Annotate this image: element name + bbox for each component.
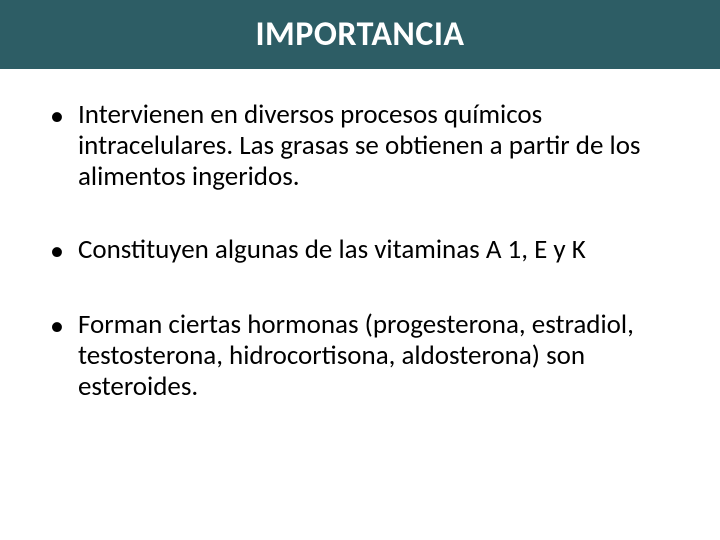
bullet-text: Constituyen algunas de las vitaminas A 1…: [78, 234, 670, 265]
bullet-text: Intervienen en diversos procesos químico…: [78, 99, 670, 192]
bullet-marker: •: [50, 235, 64, 267]
bullet-marker: •: [50, 100, 64, 132]
bullet-item: • Intervienen en diversos procesos quími…: [50, 99, 670, 192]
slide-title: IMPORTANCIA: [0, 14, 720, 55]
bullet-item: • Forman ciertas hormonas (progesterona,…: [50, 309, 670, 402]
bullet-marker: •: [50, 310, 64, 342]
header-band: IMPORTANCIA: [0, 0, 720, 69]
content-area: • Intervienen en diversos procesos quími…: [0, 69, 720, 422]
bullet-item: • Constituyen algunas de las vitaminas A…: [50, 234, 670, 267]
bullet-text: Forman ciertas hormonas (progesterona, e…: [78, 309, 670, 402]
